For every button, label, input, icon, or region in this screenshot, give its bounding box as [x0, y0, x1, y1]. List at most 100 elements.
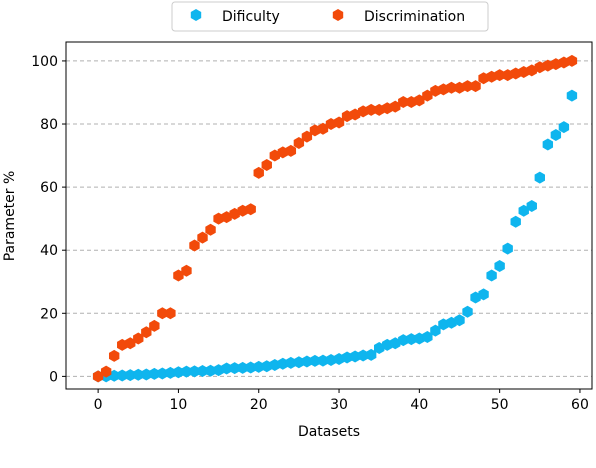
point-dificulty-9: [165, 366, 176, 379]
point-discrimination-56: [542, 59, 554, 72]
x-tick-label-40: 40: [410, 397, 428, 413]
point-dificulty-26: [301, 355, 313, 368]
point-dificulty-28: [317, 354, 329, 367]
point-dificulty-30: [333, 353, 345, 366]
point-discrimination-55: [534, 61, 545, 74]
point-discrimination-0: [92, 370, 104, 383]
point-discrimination-21: [261, 159, 272, 172]
point-discrimination-13: [197, 231, 208, 244]
point-discrimination-10: [173, 269, 184, 282]
point-dificulty-4: [125, 369, 136, 382]
point-discrimination-48: [478, 72, 489, 85]
point-discrimination-7: [149, 319, 160, 332]
point-dificulty-41: [422, 330, 433, 343]
point-dificulty-24: [285, 356, 297, 369]
point-discrimination-32: [349, 108, 361, 121]
point-dificulty-38: [398, 334, 409, 347]
point-discrimination-47: [470, 80, 481, 93]
point-discrimination-20: [253, 166, 264, 179]
y-tick-label-80: 80: [40, 117, 58, 133]
point-dificulty-35: [373, 341, 385, 354]
point-dificulty-48: [478, 288, 489, 301]
y-tick-label-60: 60: [40, 180, 58, 196]
point-dificulty-12: [189, 365, 200, 378]
legend-marker-discrimination: [332, 9, 344, 21]
point-dificulty-51: [502, 242, 513, 255]
point-discrimination-52: [510, 67, 521, 80]
point-dificulty-34: [365, 348, 377, 361]
x-tick-label-10: 10: [170, 397, 188, 413]
point-dificulty-52: [510, 215, 521, 228]
point-dificulty-32: [349, 350, 361, 363]
point-discrimination-31: [341, 110, 353, 123]
legend-entry-discrimination: Discrimination: [332, 9, 465, 25]
point-dificulty-54: [526, 200, 537, 213]
point-discrimination-9: [165, 307, 176, 320]
point-discrimination-45: [454, 81, 465, 94]
point-discrimination-41: [422, 89, 433, 102]
point-dificulty-20: [253, 360, 264, 373]
point-dificulty-45: [454, 314, 465, 327]
point-dificulty-47: [470, 291, 481, 304]
point-dificulty-7: [149, 367, 160, 380]
point-discrimination-29: [325, 118, 337, 131]
point-discrimination-14: [205, 223, 216, 236]
point-discrimination-59: [566, 54, 578, 67]
point-discrimination-11: [181, 264, 192, 277]
point-dificulty-33: [357, 349, 369, 362]
point-discrimination-42: [430, 84, 441, 97]
point-discrimination-51: [502, 69, 513, 82]
point-discrimination-23: [277, 146, 289, 159]
point-dificulty-46: [462, 305, 473, 318]
point-discrimination-39: [406, 95, 417, 108]
point-dificulty-42: [430, 324, 441, 337]
point-dificulty-37: [390, 337, 401, 350]
point-discrimination-4: [125, 337, 136, 350]
point-discrimination-18: [237, 204, 248, 217]
point-dificulty-13: [197, 365, 208, 378]
point-discrimination-30: [333, 116, 345, 129]
point-dificulty-16: [221, 362, 232, 375]
y-tick-label-0: 0: [49, 369, 58, 385]
plot-frame: [65, 41, 593, 390]
legend-marker-dificulty: [190, 9, 202, 21]
x-tick-label-30: 30: [330, 397, 348, 413]
point-dificulty-10: [173, 366, 184, 379]
point-discrimination-5: [133, 332, 144, 345]
x-tick-label-20: 20: [250, 397, 268, 413]
series-discrimination: [92, 54, 578, 383]
point-discrimination-3: [117, 338, 128, 351]
point-discrimination-34: [365, 103, 377, 116]
point-dificulty-5: [133, 368, 144, 381]
y-tick-label-20: 20: [40, 306, 58, 322]
point-dificulty-59: [566, 89, 578, 102]
point-dificulty-31: [341, 351, 353, 364]
x-axis: 0 10 20 30 40 50 60: [94, 389, 589, 413]
point-dificulty-18: [237, 361, 248, 374]
point-discrimination-16: [221, 211, 232, 224]
legend: Dificulty Discrimination: [171, 1, 489, 32]
point-dificulty-36: [382, 338, 393, 351]
point-discrimination-43: [438, 83, 449, 96]
point-discrimination-2: [108, 349, 120, 362]
point-dificulty-22: [269, 359, 280, 372]
point-discrimination-17: [229, 207, 240, 220]
point-dificulty-11: [181, 365, 192, 378]
point-discrimination-54: [526, 64, 537, 77]
point-dificulty-23: [277, 357, 289, 370]
series-layer: [92, 54, 578, 383]
point-discrimination-19: [245, 203, 256, 216]
point-dificulty-50: [494, 259, 505, 272]
x-tick-label-50: 50: [491, 397, 509, 413]
point-dificulty-8: [157, 367, 168, 380]
point-discrimination-25: [293, 136, 305, 149]
point-discrimination-24: [285, 144, 297, 157]
legend-label-dificulty: Dificulty: [222, 9, 280, 25]
y-tick-label-100: 100: [31, 54, 58, 70]
point-dificulty-14: [205, 364, 216, 377]
x-axis-label: Datasets: [298, 424, 360, 440]
point-discrimination-57: [550, 58, 562, 71]
legend-label-discrimination: Discrimination: [364, 9, 465, 25]
point-dificulty-53: [518, 204, 529, 217]
